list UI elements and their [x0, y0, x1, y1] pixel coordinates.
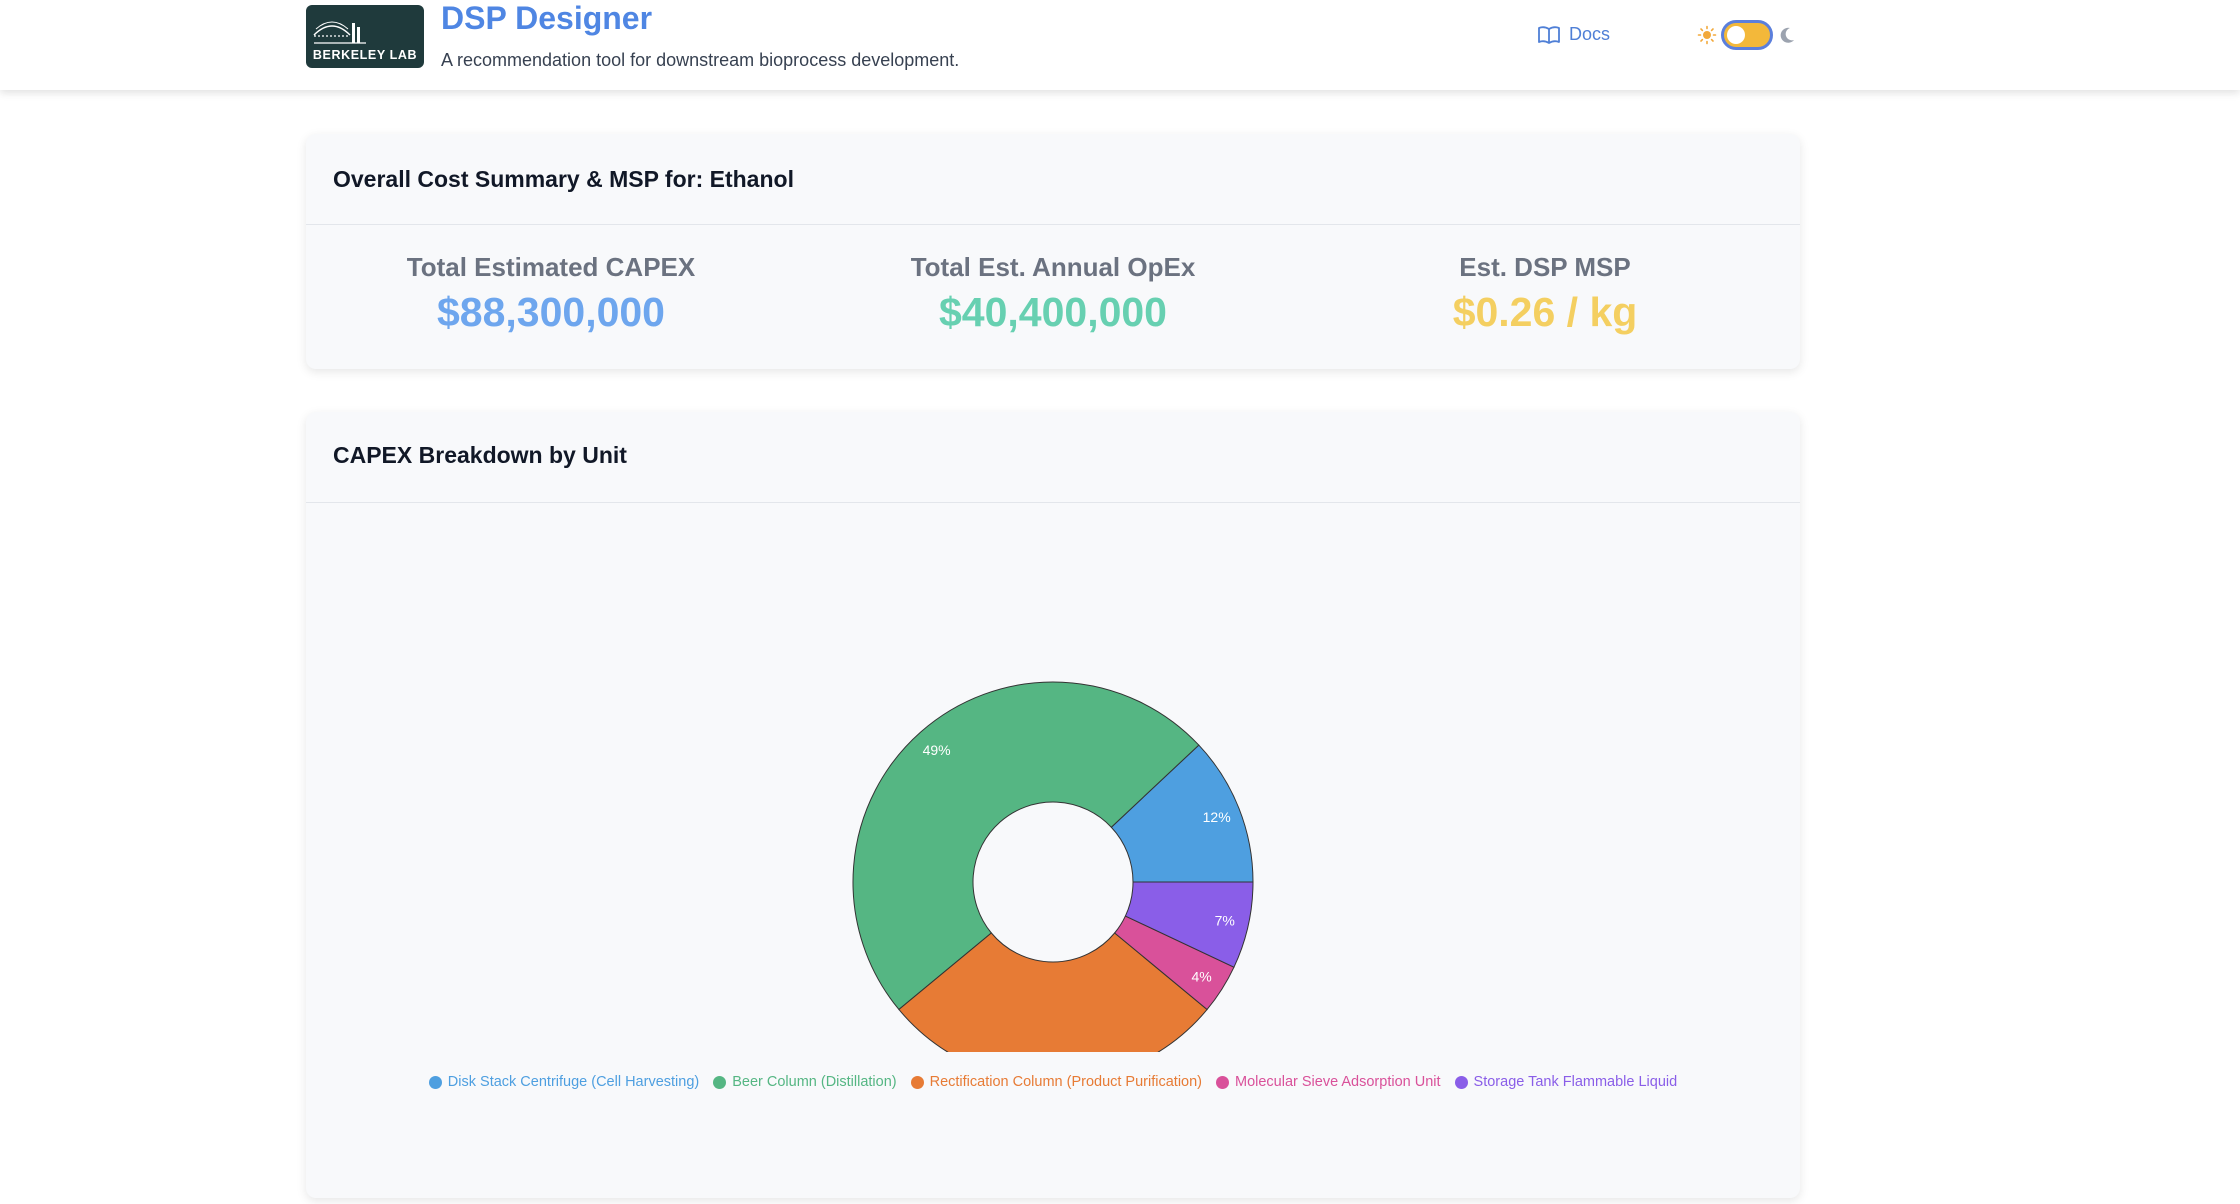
legend-swatch [910, 1075, 924, 1089]
legend-item[interactable]: Molecular Sieve Adsorption Unit [1216, 1074, 1441, 1090]
pie-slice-label: 12% [1203, 809, 1231, 825]
msp-label: Est. DSP MSP [1459, 252, 1631, 282]
pie-slice-label: 49% [923, 742, 951, 758]
card-divider [306, 502, 1800, 503]
theme-switch[interactable] [1721, 20, 1773, 50]
legend-label: Rectification Column (Product Purificati… [929, 1074, 1202, 1090]
legend-item[interactable]: Beer Column (Distillation) [713, 1074, 897, 1090]
legend-label: Storage Tank Flammable Liquid [1473, 1074, 1678, 1090]
legend-swatch [1454, 1075, 1468, 1089]
legend-swatch [713, 1075, 727, 1089]
docs-label: Docs [1569, 24, 1611, 44]
berkeley-lab-logo[interactable]: BERKELEY LAB [306, 5, 424, 68]
cost-summary-card: Overall Cost Summary & MSP for: Ethanol … [306, 134, 1800, 369]
main-content: Overall Cost Summary & MSP for: Ethanol … [0, 90, 2240, 1204]
book-icon [1538, 25, 1560, 44]
capex-breakdown-title: CAPEX Breakdown by Unit [333, 442, 627, 468]
app-header: BERKELEY LAB DSP Designer A recommendati… [0, 0, 2240, 90]
opex-summary: Total Est. Annual OpEx $40,400,000 [808, 252, 1298, 336]
card-divider [306, 224, 1800, 225]
legend-item[interactable]: Disk Stack Centrifuge (Cell Harvesting) [428, 1074, 700, 1090]
docs-link[interactable]: Docs [1537, 24, 1610, 45]
capex-donut-chart: 12% 49% 28% 4% 7% [852, 681, 1254, 1052]
pie-slice-label: 7% [1215, 912, 1235, 928]
app-title: DSP Designer [441, 0, 653, 36]
cost-summary-title: Overall Cost Summary & MSP for: Ethanol [333, 166, 794, 192]
sun-icon [1697, 25, 1717, 45]
capex-value: $88,300,000 [436, 289, 665, 335]
theme-toggle[interactable] [1697, 20, 1797, 50]
theme-switch-knob [1727, 26, 1745, 44]
legend-swatch [428, 1075, 442, 1089]
msp-value: $0.26 / kg [1452, 289, 1638, 335]
legend-item[interactable]: Storage Tank Flammable Liquid [1454, 1074, 1678, 1090]
opex-value: $40,400,000 [938, 289, 1167, 335]
moon-icon [1780, 27, 1794, 43]
capex-label: Total Estimated CAPEX [406, 252, 696, 282]
legend-swatch [1216, 1075, 1229, 1089]
pie-slice-label: 4% [1191, 968, 1211, 984]
msp-summary: Est. DSP MSP $0.26 / kg [1300, 252, 1790, 336]
lab-building-icon [313, 21, 366, 44]
legend-label: Beer Column (Distillation) [732, 1074, 897, 1090]
legend-item[interactable]: Rectification Column (Product Purificati… [910, 1074, 1202, 1090]
capex-summary: Total Estimated CAPEX $88,300,000 [306, 252, 796, 336]
legend-label: Disk Stack Centrifuge (Cell Harvesting) [447, 1074, 700, 1090]
pie-slice-label: 28% [1039, 1050, 1067, 1052]
legend-label: Molecular Sieve Adsorption Unit [1235, 1074, 1441, 1090]
chart-legend: Disk Stack Centrifuge (Cell Harvesting) B… [306, 1074, 1800, 1090]
opex-label: Total Est. Annual OpEx [910, 252, 1196, 282]
pie-slice[interactable] [1124, 881, 1254, 968]
app-subtitle: A recommendation tool for downstream bio… [441, 50, 960, 70]
capex-breakdown-card: CAPEX Breakdown by Unit 12% 49% 28% 4% 7% Di… [306, 412, 1800, 1198]
pie-slice[interactable] [852, 681, 1200, 1011]
pie-slice[interactable] [898, 932, 1208, 1052]
logo-text: BERKELEY LAB [312, 48, 418, 62]
